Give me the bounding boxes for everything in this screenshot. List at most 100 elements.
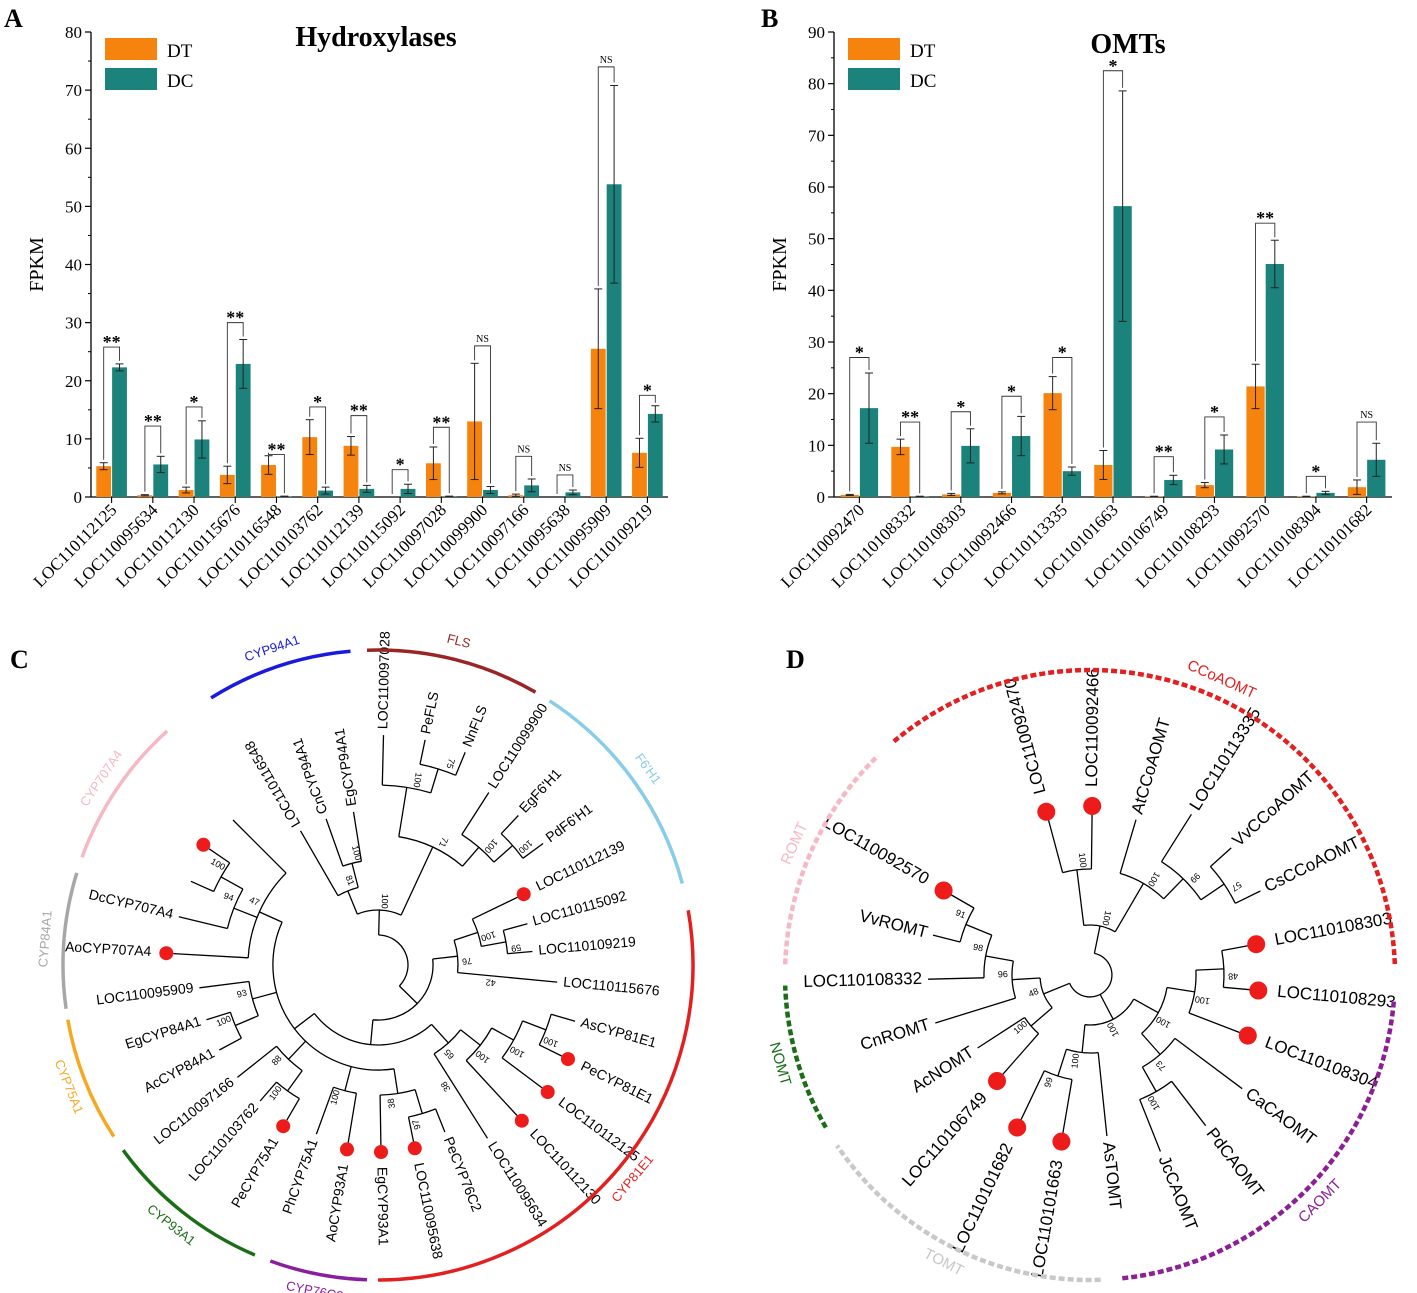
bar-dt bbox=[178, 490, 194, 497]
tree-branch bbox=[229, 1012, 242, 1039]
clade-label: CAOMT bbox=[1295, 1176, 1345, 1227]
tree-branch bbox=[1142, 1038, 1176, 1068]
clade-label: CCoAOMT bbox=[1185, 657, 1259, 702]
tree-branch bbox=[1200, 883, 1225, 901]
tree-branch bbox=[286, 1098, 300, 1121]
tree-branch bbox=[1223, 986, 1252, 991]
tree-leaf-label: CaCAOMT bbox=[1242, 1084, 1320, 1149]
tree-branch bbox=[481, 941, 507, 948]
tree-branch bbox=[1030, 1007, 1053, 1027]
tree-leaf-label: AsCYP81E1 bbox=[579, 1014, 658, 1051]
tree-leaf-label: AsTOMT bbox=[1099, 1141, 1125, 1210]
target-gene-marker bbox=[1249, 981, 1268, 1000]
significance-label: * bbox=[1210, 402, 1219, 422]
tree-branch bbox=[347, 1093, 358, 1143]
tree-leaf-label: JcCAOMT bbox=[1155, 1153, 1202, 1233]
legend-swatch-dc bbox=[105, 68, 157, 90]
significance-bracket bbox=[391, 469, 409, 494]
tree-leaf-label: LOC110095909 bbox=[95, 979, 194, 1007]
significance-bracket bbox=[515, 455, 533, 492]
y-tick-label: 70 bbox=[808, 126, 825, 145]
tree-branch bbox=[1090, 812, 1093, 870]
tree-branch bbox=[400, 846, 434, 916]
y-tick-label: 80 bbox=[65, 23, 82, 42]
tree-leaf-label: EgCYP84A1 bbox=[123, 1013, 203, 1052]
tree-branch bbox=[461, 792, 490, 835]
bootstrap-value: 73 bbox=[1154, 1059, 1168, 1073]
tree-branch bbox=[272, 921, 395, 1071]
bootstrap-value: 94 bbox=[222, 890, 235, 903]
y-tick-label: 40 bbox=[808, 281, 825, 300]
tree-branch bbox=[1061, 1079, 1073, 1135]
tree-branch bbox=[232, 819, 287, 874]
panel-b-bar-chart: 0102030405060708090FPKMOMTsDTDC*LOC11009… bbox=[769, 23, 1392, 592]
significance-label: NS bbox=[517, 444, 530, 455]
tree-leaf-label: LOC110095634 bbox=[485, 1138, 551, 1229]
tree-branch bbox=[446, 1074, 489, 1139]
bootstrap-value: 100 bbox=[1100, 910, 1113, 927]
significance-bracket bbox=[350, 415, 368, 483]
y-tick-label: 10 bbox=[808, 436, 825, 455]
tree-branch bbox=[313, 1013, 433, 1046]
bar-dt bbox=[96, 466, 112, 497]
tree-branch bbox=[432, 955, 458, 960]
bar-dc bbox=[1214, 449, 1234, 497]
tree-branch bbox=[1141, 987, 1168, 1034]
tree-branch bbox=[357, 909, 402, 916]
legend-swatch-dt bbox=[105, 38, 157, 60]
tree-branch bbox=[380, 1088, 416, 1096]
significance-label: ** bbox=[144, 411, 162, 431]
significance-label: ** bbox=[901, 407, 919, 427]
bar-dt bbox=[425, 463, 441, 497]
tree-branch bbox=[325, 818, 344, 867]
tree-branch bbox=[220, 876, 244, 890]
tree-branch bbox=[288, 1040, 307, 1060]
significance-bracket bbox=[226, 322, 244, 464]
tree-branch bbox=[500, 815, 519, 835]
tree-branch bbox=[1119, 819, 1137, 874]
bar-dt bbox=[219, 474, 235, 497]
bar-dc bbox=[606, 184, 622, 497]
bar-dc bbox=[1113, 206, 1132, 497]
tree-branch bbox=[1039, 977, 1053, 1009]
tree-leaf-label: NnFLS bbox=[459, 703, 490, 749]
bootstrap-value: 71 bbox=[437, 836, 450, 849]
tree-leaf-label: LOC110108332 bbox=[803, 969, 922, 991]
tree-leaf-label: AcCYP84A1 bbox=[141, 1045, 217, 1096]
tree-branch bbox=[433, 1053, 448, 1076]
tree-branch bbox=[1139, 1099, 1162, 1152]
clade-label: CYP93A1 bbox=[144, 1201, 198, 1248]
significance-label: * bbox=[855, 343, 864, 363]
tree-branch bbox=[1019, 1070, 1045, 1122]
tree-branch bbox=[259, 911, 283, 923]
tree-branch bbox=[236, 1045, 277, 1078]
tree-branch bbox=[206, 1011, 231, 1021]
clade-arc bbox=[377, 909, 695, 1282]
significance-bracket bbox=[309, 406, 327, 485]
significance-bracket bbox=[432, 426, 450, 494]
tree-branch bbox=[507, 950, 533, 955]
significance-label: * bbox=[1007, 381, 1016, 401]
tree-branch bbox=[1188, 970, 1197, 1014]
target-gene-marker bbox=[340, 1142, 354, 1157]
panel-label-c: C bbox=[10, 645, 29, 674]
tree-branch bbox=[430, 768, 439, 794]
clade-arc bbox=[80, 729, 169, 858]
legend-label-dt: DT bbox=[910, 41, 936, 62]
panel-label-a: A bbox=[4, 4, 23, 33]
bootstrap-value: 100 bbox=[412, 772, 424, 788]
target-gene-marker bbox=[1008, 1118, 1027, 1137]
tree-leaf-label: PeCYP81E1 bbox=[578, 1057, 656, 1106]
tree-branch bbox=[1171, 1080, 1207, 1127]
tree-leaf-label: EgF6'H1 bbox=[516, 765, 565, 815]
tree-branch bbox=[398, 787, 408, 837]
tree-branch bbox=[453, 931, 479, 941]
tree-leaf-label: CnCYP94A1 bbox=[289, 736, 331, 816]
clade-label: NOMT bbox=[766, 1040, 795, 1087]
tree-branch bbox=[1235, 890, 1261, 904]
tree-branch bbox=[453, 940, 459, 973]
bar-dt bbox=[261, 465, 276, 497]
tree-branch bbox=[414, 1089, 423, 1114]
tree-branch bbox=[493, 845, 514, 863]
bar-dt bbox=[992, 492, 1012, 497]
